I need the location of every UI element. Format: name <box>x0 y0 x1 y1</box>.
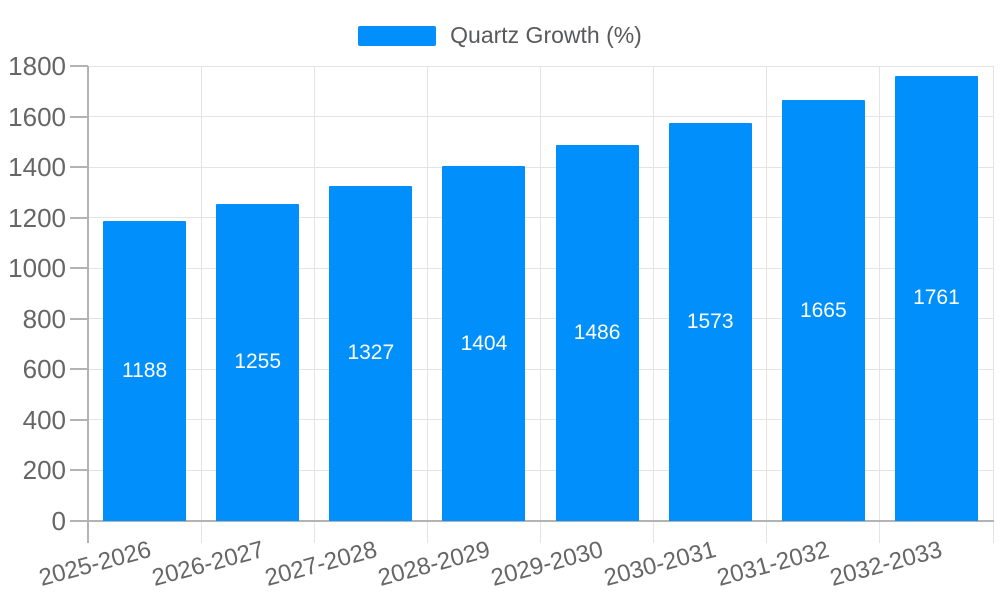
y-axis-label: 1200 <box>8 202 66 233</box>
gridline-v <box>426 66 428 543</box>
gridline-v <box>653 66 655 543</box>
bar[interactable] <box>103 220 187 521</box>
y-axis-tick <box>70 115 88 118</box>
gridline-v <box>766 66 768 543</box>
y-axis-tick <box>70 418 88 421</box>
bar-value-label: 1327 <box>347 341 395 365</box>
bar[interactable] <box>216 203 300 521</box>
bar-value-label: 1404 <box>460 331 508 355</box>
bar-value-label: 1188 <box>121 358 168 382</box>
gridline-v <box>540 66 541 543</box>
y-axis-line <box>87 66 89 543</box>
bar-value-label: 1573 <box>686 310 734 334</box>
y-axis-label: 1400 <box>8 152 66 183</box>
y-axis-tick <box>70 520 88 522</box>
gridline-v <box>313 66 315 543</box>
y-axis-tick <box>70 368 88 371</box>
bar[interactable] <box>781 100 865 521</box>
gridline-v <box>879 66 881 543</box>
y-axis-label: 600 <box>22 354 66 385</box>
y-axis-tick <box>70 65 88 67</box>
x-axis-line <box>88 520 994 522</box>
y-axis-tick <box>70 317 88 320</box>
bar-value-label: 1761 <box>913 286 960 310</box>
bar[interactable] <box>329 185 413 521</box>
bar[interactable] <box>668 123 752 521</box>
y-axis-tick <box>70 267 88 270</box>
y-axis-label: 1000 <box>8 253 66 284</box>
y-axis-label: 200 <box>22 455 66 486</box>
y-axis-label: 800 <box>22 303 66 334</box>
y-axis-label: 0 <box>51 506 66 536</box>
y-axis-label: 400 <box>22 404 66 435</box>
gridline-v <box>992 66 994 543</box>
bar-value-label: 1255 <box>234 350 282 374</box>
legend-label: Quartz Growth (%) <box>450 22 642 48</box>
bar[interactable] <box>555 145 639 521</box>
y-axis-tick <box>70 166 88 169</box>
y-axis-tick <box>70 469 88 472</box>
gridline-v <box>200 66 202 543</box>
bar[interactable] <box>442 166 526 521</box>
bar[interactable] <box>894 75 978 521</box>
y-axis-tick <box>70 216 88 219</box>
bar-value-label: 1665 <box>799 298 847 322</box>
legend-swatch <box>358 25 437 46</box>
bar-value-label: 1486 <box>573 321 621 345</box>
legend[interactable]: Quartz Growth (%) <box>0 22 1000 49</box>
y-axis-label: 1600 <box>8 101 66 132</box>
y-axis-label: 1800 <box>8 51 66 81</box>
